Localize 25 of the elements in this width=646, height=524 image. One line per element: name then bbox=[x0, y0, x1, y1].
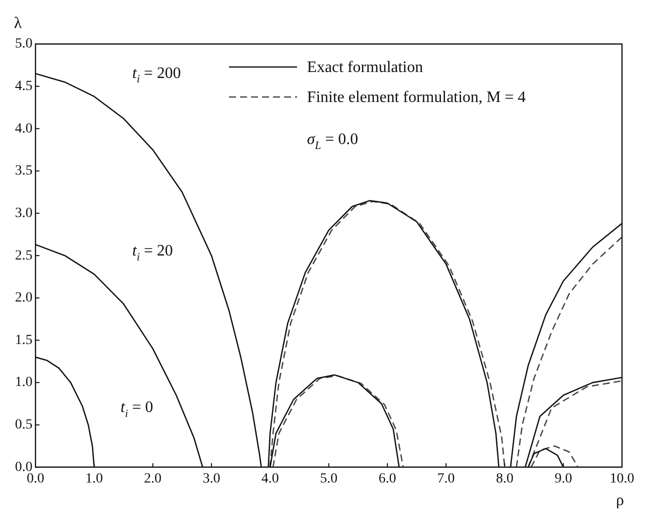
y-axis-title: λ bbox=[14, 15, 22, 32]
x-tick-label: 7.0 bbox=[437, 471, 455, 486]
x-tick-label: 10.0 bbox=[610, 471, 634, 486]
x-tick-label: 5.0 bbox=[320, 471, 338, 486]
y-tick-label: 1.5 bbox=[15, 332, 32, 348]
y-tick-label: 3.5 bbox=[15, 164, 32, 179]
y-tick-label: 4.0 bbox=[15, 121, 32, 136]
x-tick-label: 4.0 bbox=[261, 471, 279, 486]
x-tick-label: 9.0 bbox=[554, 471, 572, 486]
x-tick-label: 3.0 bbox=[202, 471, 220, 486]
x-tick-label: 6.0 bbox=[378, 471, 396, 486]
y-tick-label: 0.5 bbox=[15, 418, 32, 433]
legend-label: Exact formulation bbox=[307, 59, 424, 76]
x-tick-label: 2.0 bbox=[144, 471, 162, 486]
y-tick-label: 5.0 bbox=[15, 36, 32, 52]
y-tick-label: 3.0 bbox=[15, 206, 32, 221]
x-tick-label: 0.0 bbox=[26, 471, 44, 486]
x-axis-title: ρ bbox=[616, 492, 624, 510]
y-tick-label: 4.5 bbox=[15, 78, 32, 94]
y-tick-label: 1.0 bbox=[15, 375, 32, 390]
x-tick-label: 1.0 bbox=[85, 471, 103, 486]
y-tick-label: 2.5 bbox=[15, 248, 32, 264]
x-tick-label: 8.0 bbox=[496, 471, 514, 486]
y-tick-label: 2.0 bbox=[15, 290, 32, 306]
legend-label: Finite element formulation, M = 4 bbox=[307, 89, 526, 106]
